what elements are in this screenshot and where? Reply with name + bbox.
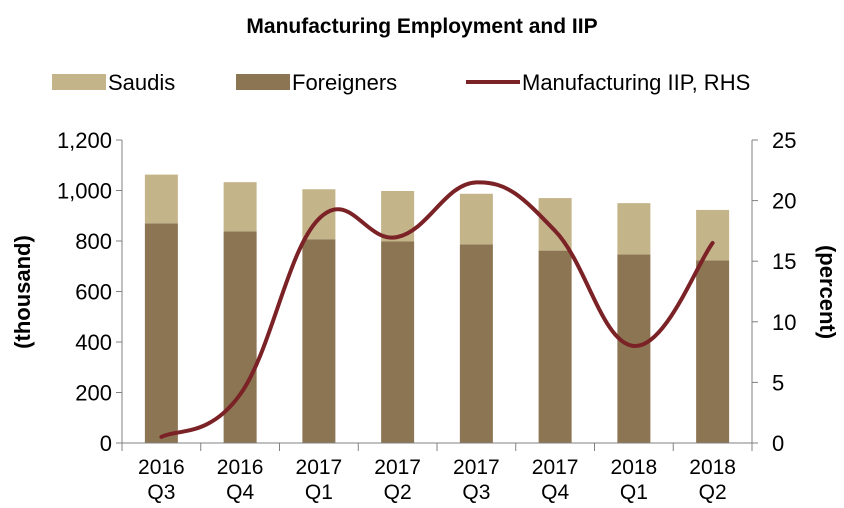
legend-label-foreigners: Foreigners bbox=[292, 70, 397, 95]
x-tick-label-year: 2018 bbox=[689, 456, 736, 479]
x-tick-label-quarter: Q3 bbox=[462, 481, 490, 504]
bar-saudis bbox=[617, 203, 651, 255]
bar-saudis bbox=[223, 182, 257, 232]
bar-foreigners bbox=[144, 223, 178, 443]
x-tick-label-quarter: Q1 bbox=[620, 481, 648, 504]
bar-saudis bbox=[144, 174, 178, 224]
bar-foreigners bbox=[223, 231, 257, 443]
legend-swatch-foreigners bbox=[236, 74, 290, 90]
y-tick-label-left: 0 bbox=[100, 431, 112, 456]
iip-line bbox=[159, 180, 715, 439]
x-tick-label-quarter: Q3 bbox=[147, 481, 175, 504]
bar-foreigners bbox=[696, 260, 730, 443]
axes: 02004006008001,0001,20005101520252016Q32… bbox=[57, 128, 797, 504]
y-tick-label-left: 600 bbox=[75, 280, 112, 305]
x-tick-label-year: 2017 bbox=[532, 456, 579, 479]
bars bbox=[144, 174, 730, 443]
y-tick-label-left: 800 bbox=[75, 229, 112, 254]
y-tick-label-left: 400 bbox=[75, 330, 112, 355]
x-tick-label-year: 2017 bbox=[453, 456, 500, 479]
bar-foreigners bbox=[459, 244, 493, 443]
y-axis-title-right: (percent) bbox=[815, 245, 840, 339]
y-tick-label-right: 5 bbox=[772, 370, 784, 395]
bar-foreigners bbox=[302, 239, 336, 443]
legend: Saudis Foreigners Manufacturing IIP, RHS bbox=[52, 70, 750, 95]
bar-saudis bbox=[696, 209, 730, 261]
y-tick-label-right: 0 bbox=[772, 431, 784, 456]
y-tick-label-right: 25 bbox=[772, 128, 796, 153]
line-layer bbox=[159, 180, 715, 439]
x-tick-label-year: 2017 bbox=[374, 456, 421, 479]
legend-label-saudis: Saudis bbox=[108, 70, 175, 95]
y-tick-label-left: 1,000 bbox=[57, 179, 112, 204]
x-tick-label-quarter: Q2 bbox=[384, 481, 412, 504]
bar-foreigners bbox=[538, 250, 572, 443]
x-tick-label-year: 2016 bbox=[138, 456, 185, 479]
legend-swatch-saudis bbox=[52, 74, 106, 90]
x-tick-label-year: 2018 bbox=[611, 456, 658, 479]
legend-label-iip: Manufacturing IIP, RHS bbox=[522, 70, 750, 95]
x-tick-label-quarter: Q4 bbox=[541, 481, 569, 504]
bar-saudis bbox=[459, 193, 493, 245]
y-axis-title-left: (thousand) bbox=[10, 235, 35, 349]
bar-foreigners bbox=[617, 254, 651, 443]
y-tick-label-right: 20 bbox=[772, 189, 796, 214]
x-tick-label-year: 2016 bbox=[217, 456, 264, 479]
y-tick-label-right: 10 bbox=[772, 310, 796, 335]
bar-foreigners bbox=[381, 241, 415, 443]
y-tick-label-left: 1,200 bbox=[57, 128, 112, 153]
x-tick-label-quarter: Q4 bbox=[226, 481, 254, 504]
x-tick-label-quarter: Q1 bbox=[305, 481, 333, 504]
y-tick-label-left: 200 bbox=[75, 381, 112, 406]
x-tick-label-quarter: Q2 bbox=[699, 481, 727, 504]
x-tick-label-year: 2017 bbox=[296, 456, 343, 479]
chart-title: Manufacturing Employment and IIP bbox=[246, 15, 597, 38]
y-tick-label-right: 15 bbox=[772, 249, 796, 274]
